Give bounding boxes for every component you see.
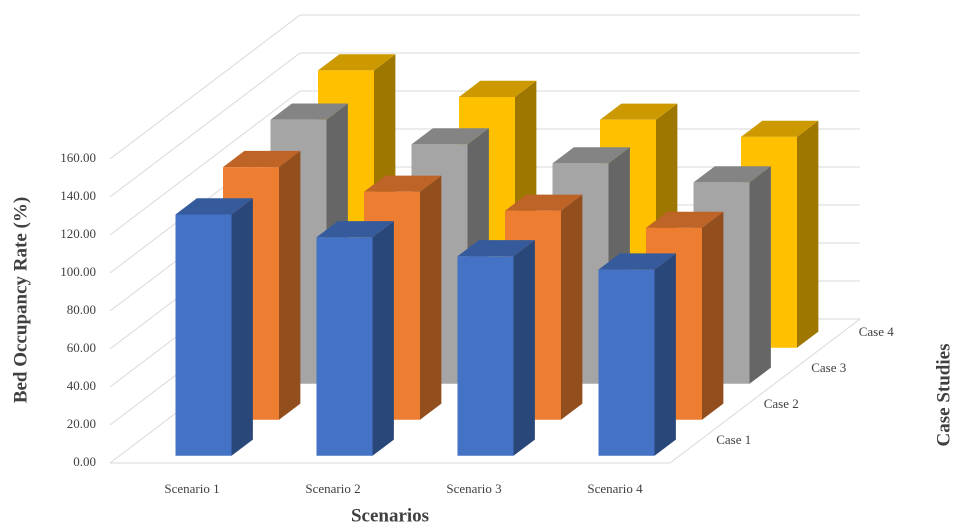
legend-label: Case 4	[859, 324, 895, 339]
grid-line	[109, 14, 860, 160]
legend-label: Case 1	[716, 432, 751, 447]
bar-top	[364, 175, 442, 192]
bar-top	[175, 198, 253, 215]
y-tick-label: 160.00	[60, 150, 96, 165]
bar-top	[600, 103, 678, 120]
bar	[598, 253, 676, 456]
bar-side	[372, 221, 394, 456]
bar-side	[797, 120, 819, 348]
y-tick-label: 120.00	[60, 226, 96, 241]
floor-edge	[110, 318, 861, 464]
x-tick-label: Scenario 1	[164, 481, 219, 496]
z-axis-title: Case Studies	[933, 344, 954, 447]
x-axis-title: Scenarios	[351, 505, 429, 526]
bar	[175, 198, 253, 456]
bar-top	[411, 128, 489, 145]
bar-top	[223, 150, 301, 168]
bar-top	[270, 103, 348, 120]
y-tick-label: 140.00	[60, 188, 96, 203]
grid-line	[109, 90, 860, 236]
bar-top	[318, 54, 396, 71]
y-tick-label: 40.00	[67, 378, 96, 393]
grid-line	[109, 52, 860, 198]
y-tick-label: 20.00	[67, 416, 96, 431]
y-tick-label: 60.00	[67, 340, 96, 355]
bar-side	[702, 211, 724, 420]
bar-side	[513, 240, 535, 456]
bar-top	[598, 253, 676, 270]
legend-label: Case 2	[764, 396, 799, 411]
bar-side	[654, 253, 676, 456]
bar-side	[561, 194, 583, 420]
bar-front	[316, 237, 373, 456]
bar-top	[693, 166, 771, 183]
bar-side	[279, 150, 301, 420]
x-tick-label: Scenario 3	[446, 481, 501, 496]
bar	[316, 221, 394, 456]
legend-label: Case 3	[811, 360, 846, 375]
bar-top	[646, 211, 724, 228]
y-tick-label: 0.00	[73, 454, 96, 469]
x-tick-label: Scenario 4	[587, 481, 643, 496]
bar-top	[457, 240, 535, 257]
bar-top	[741, 120, 819, 137]
bar-front	[457, 256, 514, 456]
bar	[457, 240, 535, 456]
bar-top	[505, 194, 583, 211]
y-axis-title: Bed Occupancy Rate (%)	[10, 197, 31, 403]
bar-side	[749, 166, 771, 384]
bar-side	[420, 175, 442, 420]
y-tick-label: 100.00	[60, 264, 96, 279]
bar-side	[231, 198, 253, 456]
bar-front	[175, 214, 232, 456]
bar-front	[598, 269, 655, 456]
y-tick-label: 80.00	[67, 302, 96, 317]
bar-top	[459, 80, 537, 97]
bar-top	[552, 147, 630, 164]
x-tick-label: Scenario 2	[305, 481, 360, 496]
bar-top	[316, 221, 394, 238]
